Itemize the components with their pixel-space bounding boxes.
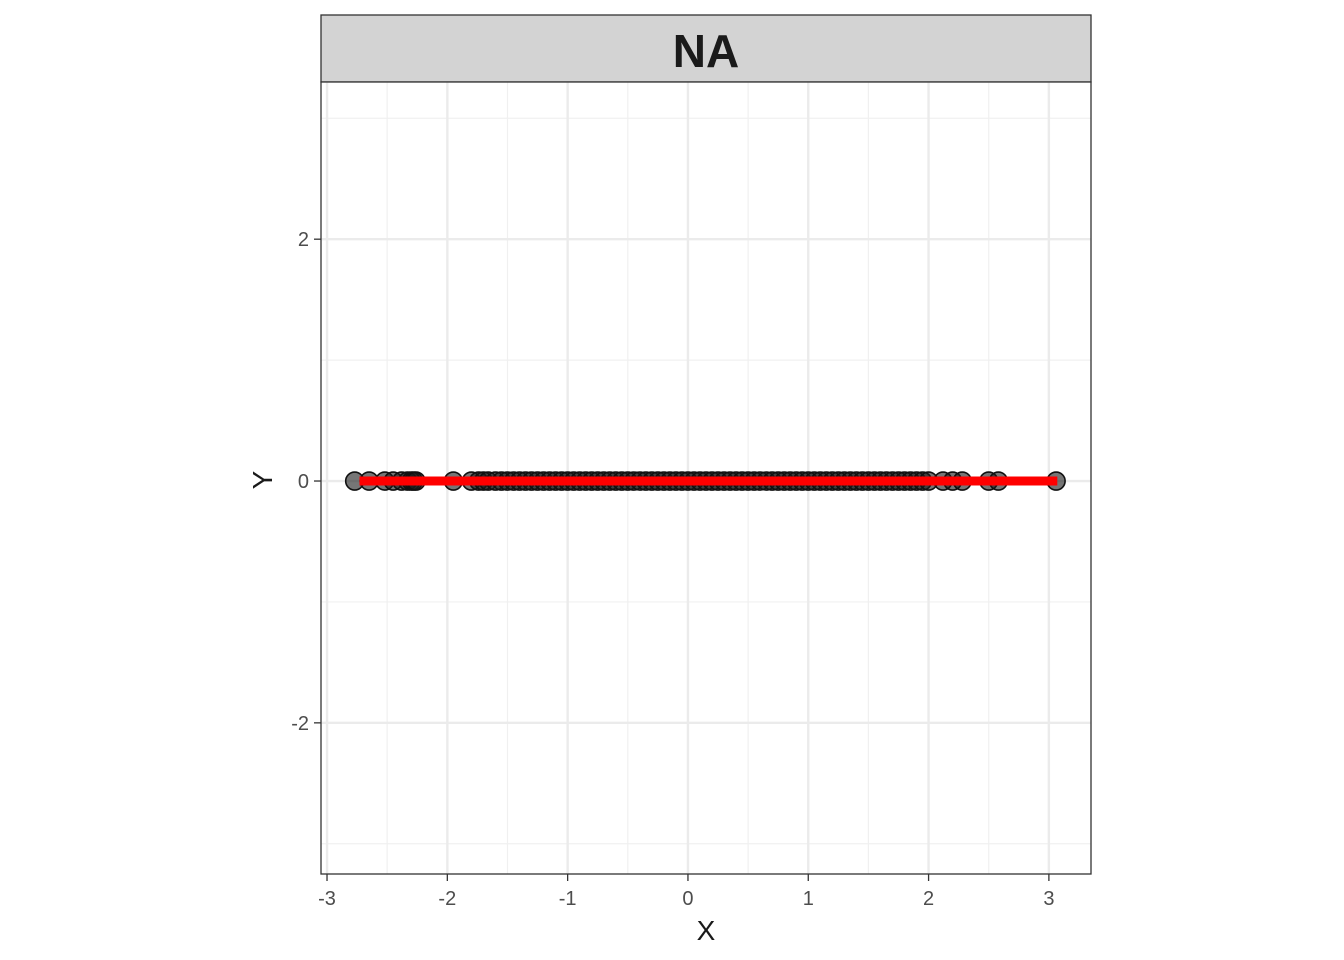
x-tick-label: 2 bbox=[923, 888, 934, 910]
facet-strip: NA bbox=[320, 14, 1092, 83]
x-axis-title: X bbox=[697, 915, 716, 946]
x-tick-label: -1 bbox=[559, 888, 577, 910]
y-tick-label: -2 bbox=[291, 713, 309, 735]
y-axis: -2 0 2 bbox=[291, 229, 321, 735]
x-axis: -3 -2 -1 0 1 2 3 bbox=[318, 874, 1054, 910]
y-tick-label: 0 bbox=[298, 471, 309, 493]
facet-strip-background bbox=[320, 14, 1092, 83]
plot-panel-border bbox=[320, 81, 1092, 875]
x-tick-label: 3 bbox=[1043, 888, 1054, 910]
x-tick-label: -2 bbox=[438, 888, 456, 910]
y-tick-label: 2 bbox=[298, 229, 309, 251]
x-tick-label: 1 bbox=[803, 888, 814, 910]
y-axis-title: Y bbox=[247, 470, 278, 489]
x-tick-label: -3 bbox=[318, 888, 336, 910]
facet-strip-label: NA bbox=[673, 25, 739, 77]
x-tick-label: 0 bbox=[682, 888, 693, 910]
